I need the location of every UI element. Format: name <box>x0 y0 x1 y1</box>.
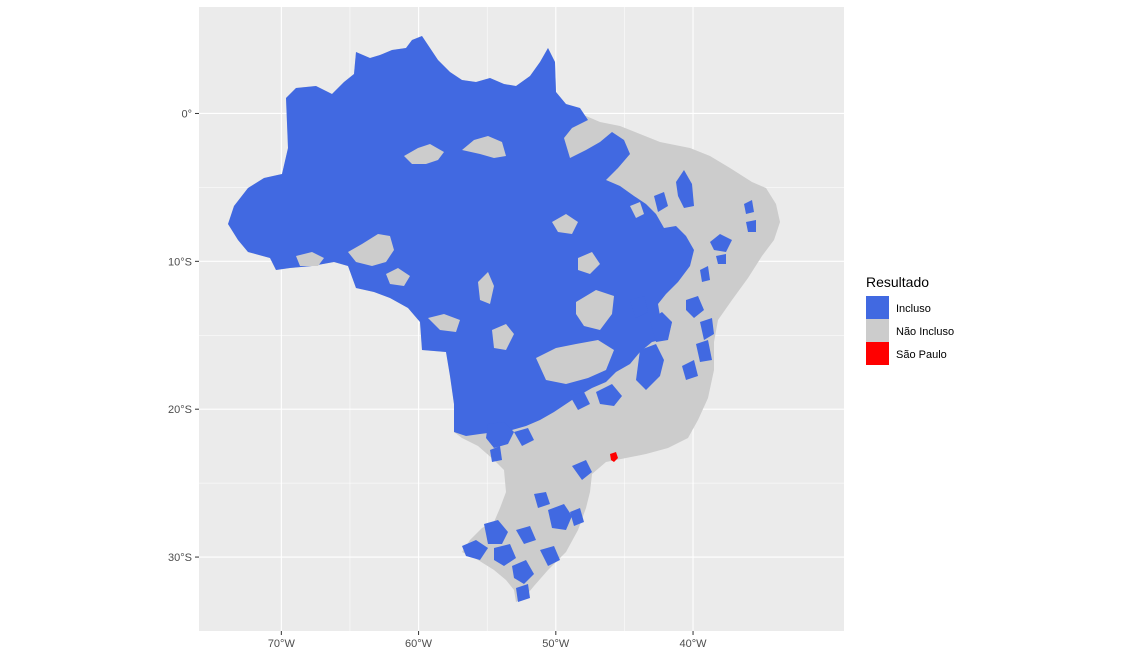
region-incluso-south <box>540 546 560 566</box>
region-incluso-south <box>462 540 488 560</box>
region-nao-incluso-hole <box>492 324 514 350</box>
y-tick-label: 0° <box>181 108 192 120</box>
y-tick-label: 10°S <box>168 256 192 268</box>
x-tick-label: 50°W <box>542 638 570 650</box>
legend-key-sao-paulo <box>866 342 889 365</box>
region-incluso-patch <box>686 296 704 318</box>
legend-title: Resultado <box>866 274 929 290</box>
region-incluso-patch <box>746 220 756 232</box>
legend-label-sao-paulo: São Paulo <box>896 349 947 361</box>
region-sao-paulo <box>610 452 618 462</box>
region-incluso-patch <box>636 344 664 390</box>
region-nao-incluso-hole <box>462 136 506 158</box>
region-incluso-patch <box>682 360 698 380</box>
x-tick-label: 40°W <box>680 638 708 650</box>
region-incluso-patch <box>700 266 710 282</box>
region-incluso-patch <box>676 170 694 208</box>
region-incluso-patch <box>696 340 712 362</box>
region-incluso-patch <box>596 384 622 406</box>
region-nao-incluso-hole <box>386 268 410 286</box>
region-incluso-south <box>484 520 508 544</box>
x-tick-label: 70°W <box>268 638 296 650</box>
region-nao-incluso-hole <box>348 234 394 266</box>
legend: Resultado Incluso Não Incluso São Paulo <box>866 274 954 365</box>
region-incluso-south <box>514 428 534 446</box>
region-incluso-patch <box>630 296 648 318</box>
region-incluso-patch <box>744 200 754 214</box>
region-nao-incluso-hole <box>576 290 614 330</box>
region-incluso-north <box>228 36 694 436</box>
region-nao-incluso-hole <box>478 272 494 304</box>
region-incluso-south <box>516 584 530 602</box>
region-nao-incluso-hole <box>296 252 324 266</box>
legend-key-incluso <box>866 296 889 319</box>
legend-label-nao-incluso: Não Incluso <box>896 326 954 338</box>
region-incluso-south <box>494 544 516 566</box>
y-tick-label: 30°S <box>168 552 192 564</box>
region-incluso-south <box>548 504 572 530</box>
region-incluso-patch <box>654 192 668 212</box>
region-nao-incluso-hole <box>428 314 460 332</box>
region-nao-incluso-hole <box>578 252 600 274</box>
region-incluso-south <box>512 560 534 584</box>
region-incluso-patch <box>650 312 672 342</box>
region-incluso-patch <box>710 234 732 252</box>
region-nao-incluso-hole <box>552 214 578 234</box>
region-incluso-patch <box>570 392 590 410</box>
brazil-map <box>228 36 780 602</box>
y-axis: 0° 10°S 20°S 30°S <box>168 108 199 564</box>
region-incluso-south <box>490 446 502 462</box>
region-nao-incluso-hole <box>616 164 630 184</box>
region-incluso-south <box>516 526 536 544</box>
region-nao-incluso-hole <box>630 202 644 218</box>
region-nao-incluso-hole <box>404 144 444 164</box>
region-incluso-patch <box>700 318 714 340</box>
x-tick-label: 60°W <box>405 638 433 650</box>
region-incluso-south <box>486 422 514 448</box>
region-incluso-south <box>570 508 584 526</box>
region-nao-incluso-hole <box>536 340 614 384</box>
region-incluso-south <box>534 492 550 508</box>
region-incluso-south <box>572 460 592 480</box>
legend-key-nao-incluso <box>866 319 889 342</box>
region-incluso-patch <box>716 254 726 264</box>
legend-label-incluso: Incluso <box>896 303 931 315</box>
y-tick-label: 20°S <box>168 404 192 416</box>
x-axis: 70°W 60°W 50°W 40°W <box>268 631 707 650</box>
